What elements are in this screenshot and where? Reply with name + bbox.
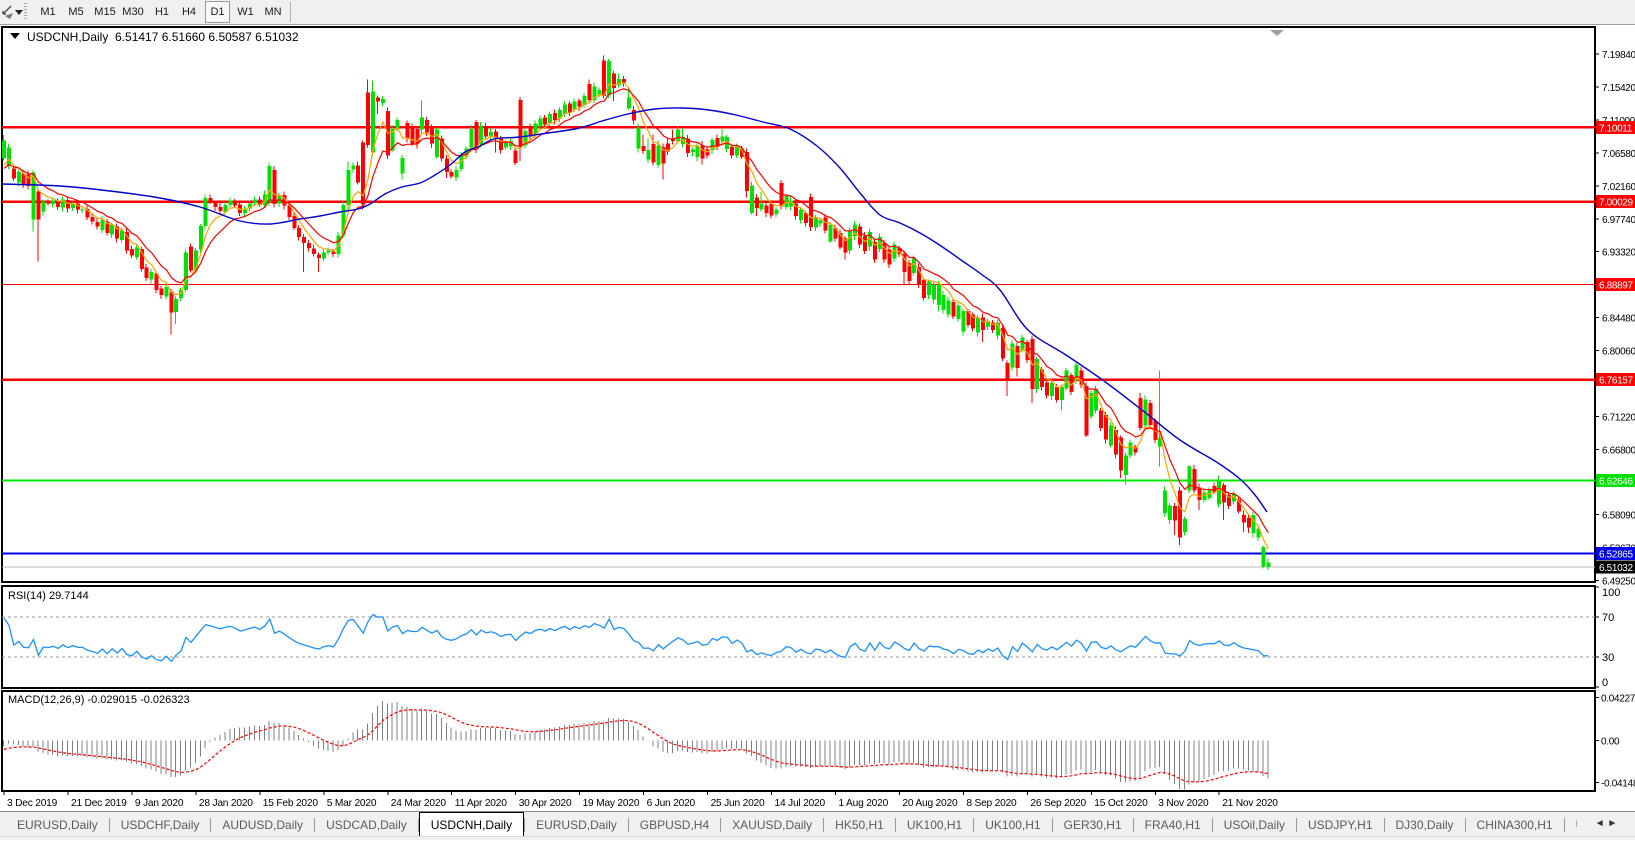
svg-text:6.97740: 6.97740 (1602, 215, 1635, 226)
svg-text:0.00: 0.00 (1601, 736, 1620, 747)
svg-text:7.00029: 7.00029 (1599, 198, 1633, 209)
svg-text:7.15420: 7.15420 (1602, 83, 1635, 94)
svg-text:14 Jul 2020: 14 Jul 2020 (775, 798, 826, 809)
svg-text:21 Nov 2020: 21 Nov 2020 (1222, 798, 1278, 809)
svg-text:5 Mar 2020: 5 Mar 2020 (327, 798, 377, 809)
svg-text:6.93320: 6.93320 (1602, 248, 1635, 259)
svg-text:MACD(12,26,9) -0.029015 -0.026: MACD(12,26,9) -0.029015 -0.026323 (8, 694, 190, 706)
svg-text:6.52865: 6.52865 (1599, 549, 1633, 560)
svg-text:24 Mar 2020: 24 Mar 2020 (391, 798, 447, 809)
svg-text:6.71220: 6.71220 (1602, 413, 1635, 424)
svg-text:6 Jun 2020: 6 Jun 2020 (647, 798, 696, 809)
svg-text:30: 30 (1602, 652, 1614, 664)
svg-text:7.10011: 7.10011 (1599, 123, 1633, 134)
svg-text:6.58090: 6.58090 (1602, 510, 1635, 521)
svg-text:15 Feb 2020: 15 Feb 2020 (263, 798, 319, 809)
svg-text:20 Aug 2020: 20 Aug 2020 (902, 798, 958, 809)
svg-text:6.49250: 6.49250 (1602, 576, 1635, 587)
svg-text:6.84480: 6.84480 (1602, 314, 1635, 325)
svg-text:3 Dec 2019: 3 Dec 2019 (7, 798, 58, 809)
svg-text:RSI(14) 29.7144: RSI(14) 29.7144 (8, 590, 89, 602)
svg-text:3 Nov 2020: 3 Nov 2020 (1158, 798, 1209, 809)
svg-text:-0.0414854: -0.0414854 (1601, 779, 1635, 790)
svg-text:6.76157: 6.76157 (1599, 376, 1633, 387)
svg-text:6.51032: 6.51032 (1599, 563, 1633, 574)
svg-text:100: 100 (1602, 587, 1620, 599)
svg-text:25 Jun 2020: 25 Jun 2020 (711, 798, 765, 809)
svg-text:15 Oct 2020: 15 Oct 2020 (1094, 798, 1148, 809)
svg-text:6.66800: 6.66800 (1602, 445, 1635, 456)
svg-text:28 Jan 2020: 28 Jan 2020 (199, 798, 253, 809)
svg-text:0.0422750: 0.0422750 (1601, 693, 1635, 704)
svg-text:6.62646: 6.62646 (1599, 476, 1633, 487)
svg-text:21 Dec 2019: 21 Dec 2019 (71, 798, 127, 809)
svg-text:7.06580: 7.06580 (1602, 149, 1635, 160)
svg-text:6.88897: 6.88897 (1599, 281, 1633, 292)
svg-text:7.02160: 7.02160 (1602, 182, 1635, 193)
svg-text:11 Apr 2020: 11 Apr 2020 (455, 798, 508, 809)
svg-text:19 May 2020: 19 May 2020 (583, 798, 640, 809)
svg-text:26 Sep 2020: 26 Sep 2020 (1030, 798, 1086, 809)
svg-text:70: 70 (1602, 612, 1614, 624)
svg-text:USDCNH,Daily 6.51417 6.51660: USDCNH,Daily 6.51417 6.51660 6.50587 6.5… (27, 30, 299, 44)
svg-text:6.80060: 6.80060 (1602, 347, 1635, 358)
svg-text:1 Aug 2020: 1 Aug 2020 (839, 798, 889, 809)
svg-text:8 Sep 2020: 8 Sep 2020 (966, 798, 1017, 809)
svg-text:30 Apr 2020: 30 Apr 2020 (519, 798, 572, 809)
svg-text:9 Jan 2020: 9 Jan 2020 (135, 798, 184, 809)
svg-text:0: 0 (1602, 677, 1608, 689)
svg-text:7.19840: 7.19840 (1602, 50, 1635, 61)
